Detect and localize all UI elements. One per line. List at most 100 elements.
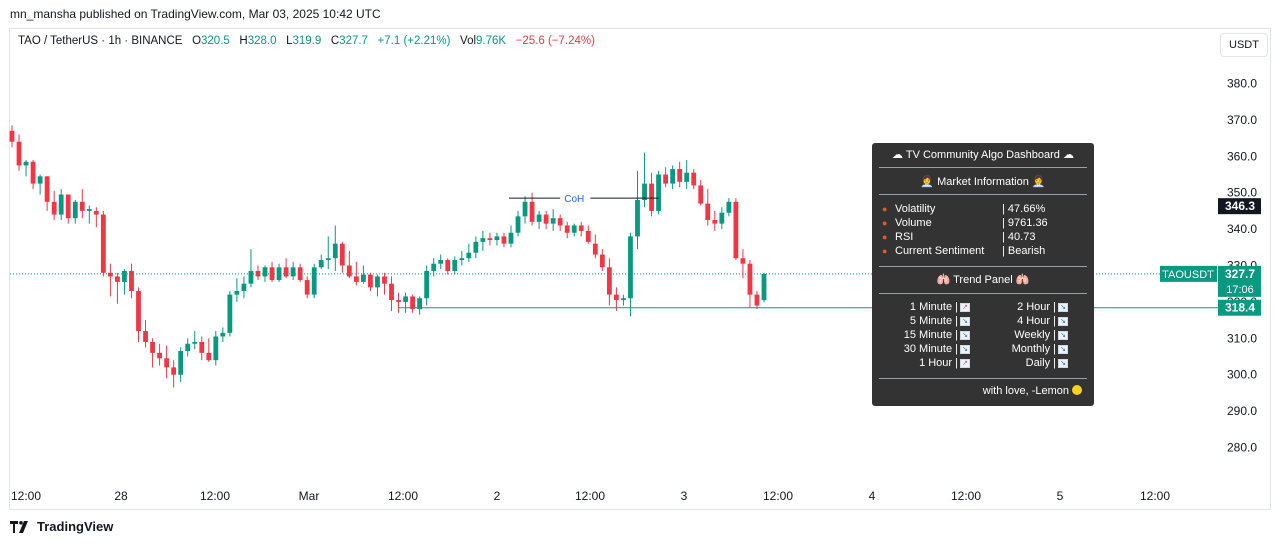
symbol-tag — [1160, 265, 1217, 282]
trend-label: 1 Minute | — [909, 301, 958, 313]
candle-body — [656, 174, 661, 211]
candle-body — [564, 225, 570, 233]
pin-icon: ● — [882, 246, 888, 256]
high-value: 328.0 — [247, 35, 277, 47]
dashboard-title-text: TV Community Algo Dashboard — [905, 149, 1060, 161]
candle-body — [136, 290, 141, 332]
metric-value: | Bearish — [1002, 245, 1046, 257]
candle-body — [733, 201, 739, 259]
trend-label: 30 Minute | — [903, 343, 958, 355]
x-tick-label: 28 — [114, 489, 128, 503]
candle-body — [164, 358, 170, 368]
candle-body — [339, 243, 345, 266]
candle-body — [522, 201, 528, 217]
last-price-tag — [1218, 265, 1261, 297]
candle-body — [684, 172, 690, 182]
currency-button[interactable]: USDT — [1220, 33, 1268, 57]
candle-body — [424, 270, 430, 299]
volume-label: Vol — [460, 35, 477, 47]
candle-body — [712, 220, 718, 224]
metric-row: ● Volatility | 47.66% — [882, 203, 1082, 217]
price-change: +7.1 (+2.21%) — [377, 35, 451, 47]
candle-body — [557, 218, 563, 226]
trend-label: Weekly | — [1014, 329, 1056, 341]
candle-body — [691, 172, 697, 186]
trend-label: 1 Hour | — [919, 357, 958, 369]
candle-body — [719, 212, 725, 224]
x-tick-label: 12:00 — [11, 489, 41, 503]
trend-header: 🫁 Trend Panel 🫁 — [936, 274, 1030, 286]
metric-value: | 40.73 — [1002, 231, 1036, 243]
candle-body — [515, 216, 521, 233]
candle-body — [431, 263, 437, 271]
tradingview-logo-icon — [10, 520, 28, 533]
pin-icon: ● — [882, 232, 888, 242]
y-tick-label: 300.0 — [1227, 368, 1257, 382]
candle-body — [23, 161, 29, 166]
candle-body — [51, 201, 57, 215]
candle-body — [213, 336, 219, 361]
candle-body — [487, 238, 493, 241]
candle-body — [44, 176, 50, 202]
candle-body — [361, 274, 366, 282]
last-price-label: 327.7 — [1225, 267, 1255, 281]
candle-body — [670, 169, 676, 184]
candle-body — [642, 183, 647, 200]
candle-body — [206, 352, 212, 361]
chart-down-icon: ↘ — [1058, 345, 1068, 354]
candle-body — [58, 194, 64, 215]
candle-body — [382, 276, 387, 284]
y-tick-label: 310.0 — [1227, 331, 1257, 345]
x-tick-label: 12:00 — [1140, 489, 1170, 503]
candle-body — [726, 201, 732, 213]
tradingview-brand[interactable]: TradingView — [10, 519, 113, 534]
candle-body — [199, 341, 205, 353]
market-header: 👩‍💼 Market Information 👩‍💼 — [920, 176, 1046, 188]
candle-body — [276, 267, 282, 281]
candle-body — [438, 260, 444, 264]
candle-body — [606, 267, 612, 295]
candle-body — [325, 258, 331, 261]
candle-body — [473, 241, 479, 253]
symbol-legend: TAO / TetherUS · 1h · BINANCE O320.5 H32… — [18, 35, 595, 47]
y-tick-label: 360.0 — [1227, 149, 1257, 163]
candle-body — [290, 267, 296, 277]
y-tick-label: 370.0 — [1227, 113, 1257, 127]
x-tick-label: 5 — [1057, 489, 1064, 503]
candle-body — [480, 238, 486, 242]
candle-body — [227, 294, 233, 333]
high-label: H — [239, 35, 248, 47]
trend-label: 5 Minute | — [909, 315, 958, 327]
chart-down-icon: ↘ — [960, 317, 970, 326]
candle-body — [234, 290, 240, 295]
x-tick-label: 4 — [869, 489, 876, 503]
candle-body — [459, 258, 465, 261]
candle-body — [592, 243, 598, 255]
candle-body — [100, 214, 106, 273]
level-price-tag — [1218, 299, 1261, 316]
chart-down-icon: ↘ — [1058, 359, 1068, 368]
candle-body — [368, 274, 373, 288]
publisher-caption: mn_mansha published on TradingView.com, … — [10, 7, 381, 21]
candle-body — [543, 214, 549, 224]
candle-body — [585, 230, 591, 242]
x-tick-label: 3 — [681, 489, 688, 503]
low-value: 319.9 — [292, 35, 322, 47]
candle-body — [157, 352, 162, 359]
dashboard-title: ☁ TV Community Algo Dashboard ☁ — [892, 149, 1074, 161]
volume-change: −25.6 (−7.24%) — [515, 35, 595, 47]
metric-row: ● Volume | 9761.36 — [882, 217, 1082, 231]
candle-body — [185, 343, 191, 352]
candle-body — [599, 254, 605, 268]
symbol-tag-label: TAOUSDT — [1162, 269, 1214, 281]
footer-text: with love, -Lemon — [982, 385, 1069, 397]
level-price-label: 318.4 — [1225, 301, 1255, 315]
candle-body — [649, 183, 654, 211]
candle-body — [220, 332, 226, 337]
candle-body — [86, 209, 92, 211]
highlight-price-label: 346.3 — [1225, 199, 1255, 213]
candle-body — [129, 270, 134, 291]
symbol-name[interactable]: TAO / TetherUS · 1h · BINANCE — [18, 35, 183, 47]
open-value: 320.5 — [201, 35, 230, 47]
